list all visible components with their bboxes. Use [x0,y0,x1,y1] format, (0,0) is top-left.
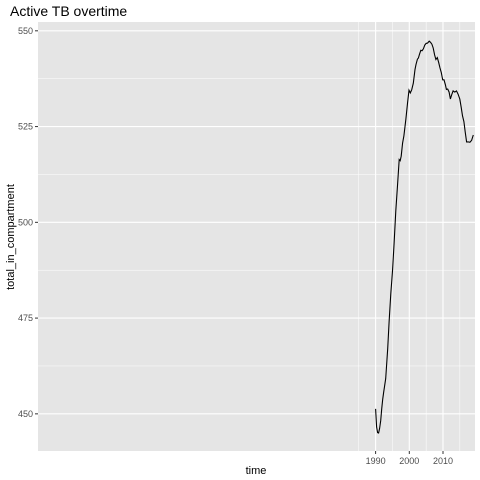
x-axis-title: time [246,465,267,477]
y-tick-label: 550 [18,26,33,36]
plot-panel [38,22,475,451]
x-tick-label: 2000 [399,456,419,466]
x-tick-label: 1990 [366,456,386,466]
y-tick-label: 500 [18,217,33,227]
x-tick-label: 2010 [433,456,453,466]
y-tick-label: 525 [18,122,33,132]
y-axis-ticks: 450 475 500 525 550 [18,26,38,419]
major-gridlines [38,22,475,451]
minor-gridlines [38,22,475,451]
y-axis-title: total_in_compartment [5,184,17,290]
chart-title: Active TB overtime [10,3,127,19]
y-tick-label: 475 [18,313,33,323]
series-line [375,40,474,434]
y-tick-label: 450 [18,409,33,419]
x-axis-ticks: 1990 2000 2010 [366,451,453,466]
